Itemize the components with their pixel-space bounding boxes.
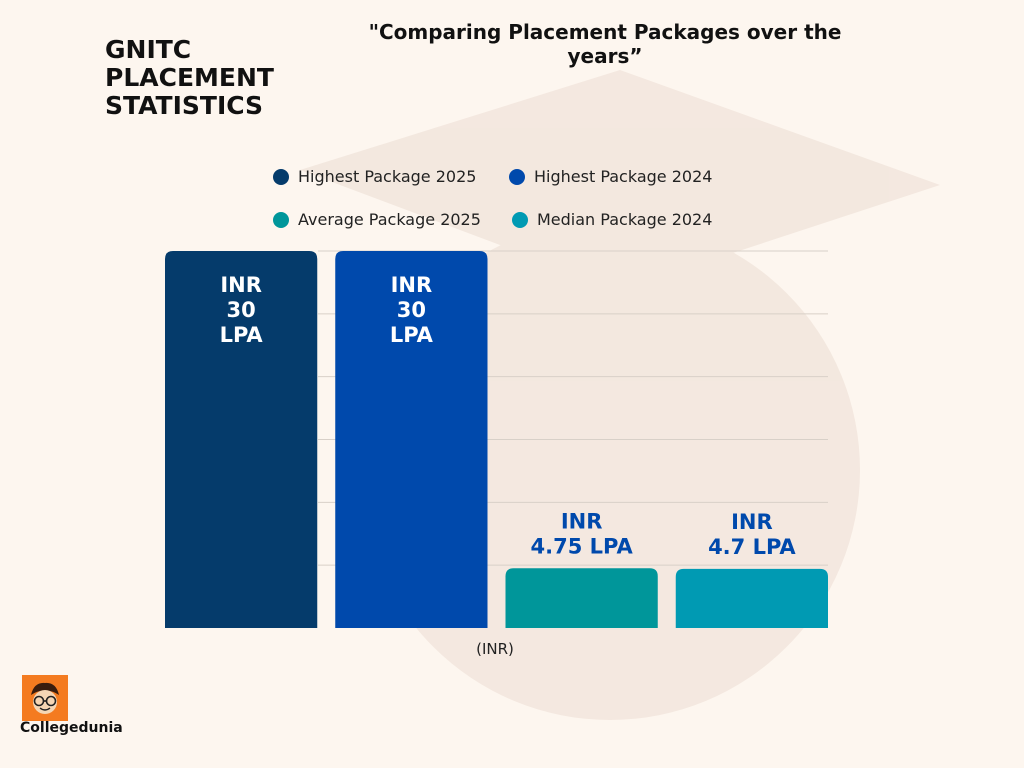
legend-swatch <box>512 211 528 228</box>
bar <box>505 568 658 628</box>
legend-item: Median Package 2024 <box>512 210 712 229</box>
subtitle-line: "Comparing Placement Packages over the <box>368 20 842 44</box>
bar <box>165 251 318 628</box>
data-label: INR <box>220 273 262 297</box>
legend-label: Highest Package 2024 <box>534 167 713 186</box>
title-line: GNITC <box>105 35 192 64</box>
data-label: LPA <box>390 323 434 347</box>
legend-swatch <box>509 168 525 185</box>
brand-name: Collegedunia <box>20 720 123 736</box>
bar <box>335 251 488 628</box>
legend-label: Average Package 2025 <box>298 210 481 229</box>
x-axis-label: (INR) <box>476 640 514 658</box>
title-line: STATISTICS <box>105 91 264 120</box>
collegedunia-mascot-icon <box>31 682 59 714</box>
main-title: GNITC PLACEMENT STATISTICS <box>105 36 274 120</box>
title-line: PLACEMENT <box>105 63 274 92</box>
legend-swatch <box>273 168 289 185</box>
data-label: 30 <box>227 298 256 322</box>
data-label: INR <box>561 509 603 533</box>
data-label: INR <box>731 510 773 534</box>
collegedunia-logo <box>22 675 68 721</box>
legend-item: Highest Package 2025 <box>273 167 476 186</box>
legend-item: Highest Package 2024 <box>509 167 712 186</box>
legend-label: Median Package 2024 <box>537 210 713 229</box>
data-label: LPA <box>220 323 264 347</box>
chart-subtitle: "Comparing Placement Packages over the y… <box>360 20 850 68</box>
legend-label: Highest Package 2025 <box>298 167 477 186</box>
data-label: 30 <box>397 298 426 322</box>
data-label: 4.7 LPA <box>708 535 796 559</box>
data-label: INR <box>391 273 433 297</box>
data-label: 4.75 LPA <box>531 534 634 558</box>
bar <box>675 568 828 628</box>
legend-item: Average Package 2025 <box>273 210 481 229</box>
subtitle-line: years” <box>567 44 643 68</box>
legend-swatch <box>273 211 289 228</box>
